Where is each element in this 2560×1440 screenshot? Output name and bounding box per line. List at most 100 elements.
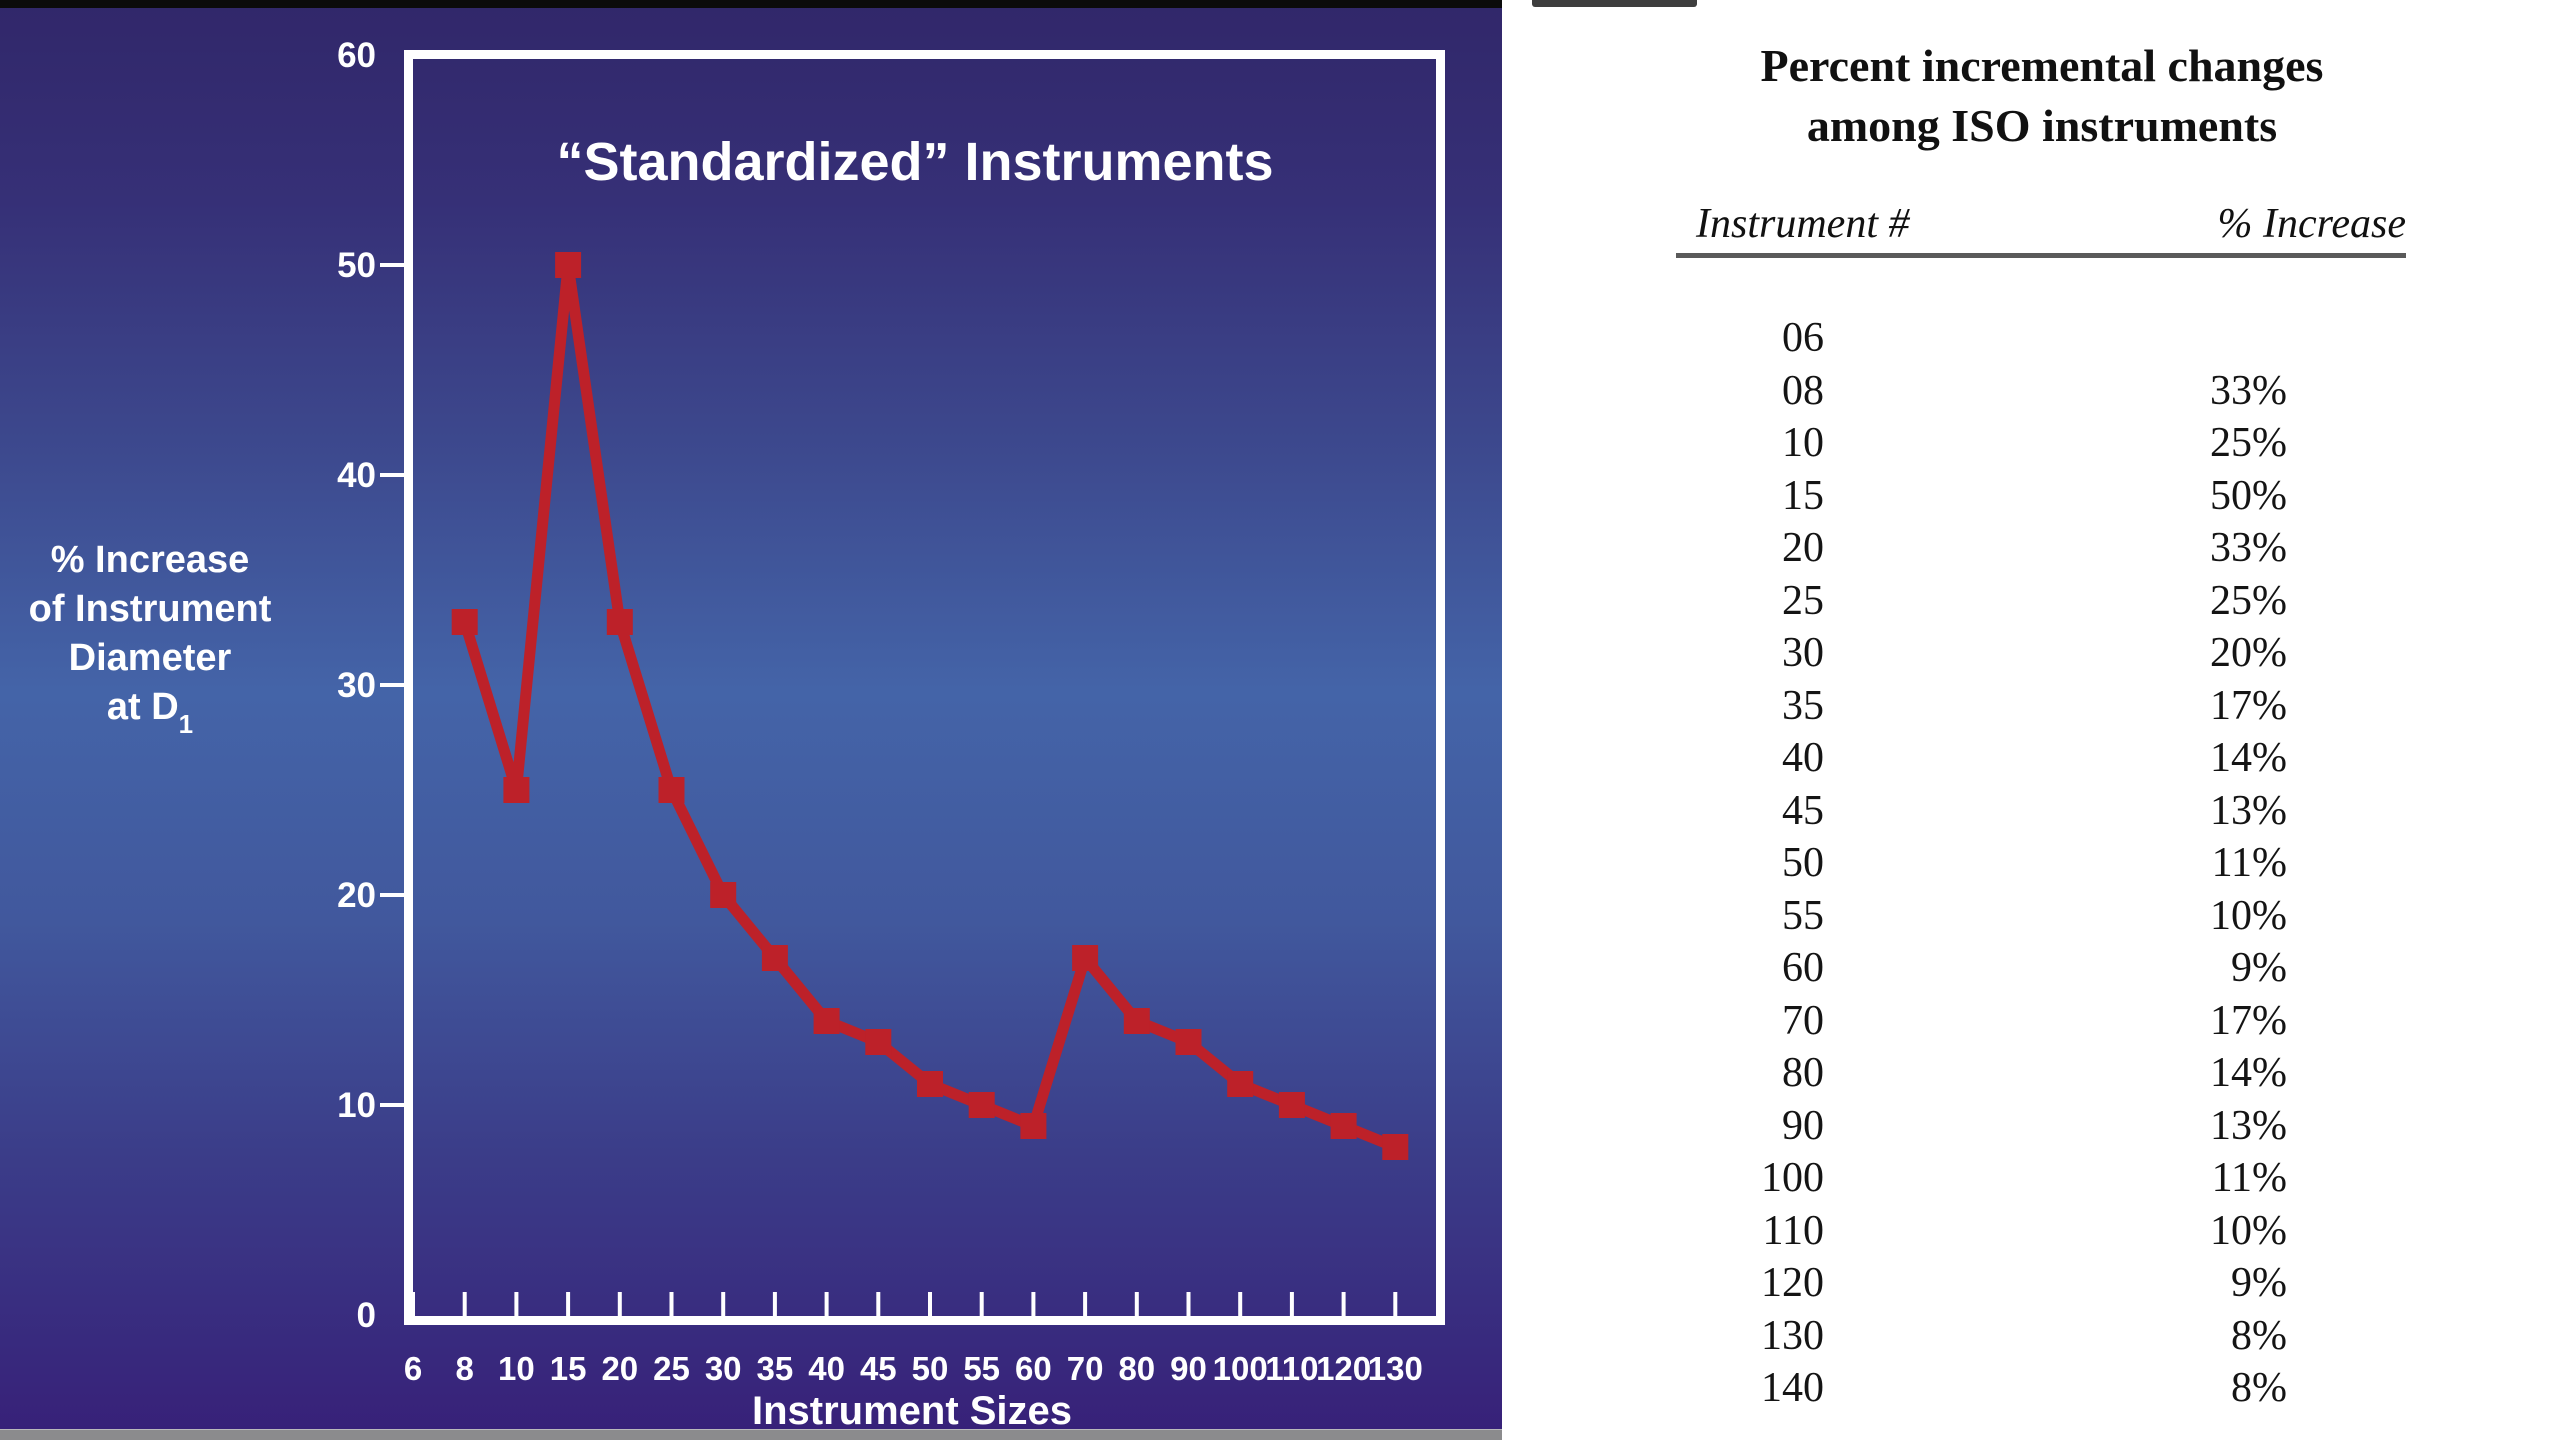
x-tick-label: 130: [1368, 1350, 1423, 1387]
table-row: 25 25%: [1676, 577, 2287, 630]
x-tick-label: 25: [653, 1350, 690, 1387]
table-row: 30 20%: [1676, 629, 2287, 682]
y-tick-label: 50: [337, 246, 376, 285]
y-tick-label: 60: [337, 36, 376, 75]
cell-instrument-number: 20: [1782, 525, 1824, 571]
y-axis-title-line: of Instrument: [29, 588, 272, 630]
data-point-marker: [555, 252, 582, 278]
y-axis-title-line: Diameter: [69, 637, 232, 679]
table-row: 35 17%: [1676, 682, 2287, 735]
cell-percent-increase: 14%: [2210, 735, 2287, 781]
table-row: 80 14%: [1676, 1049, 2287, 1102]
cell-percent-increase: 50%: [2210, 472, 2287, 519]
x-tick-label: 40: [808, 1350, 845, 1387]
y-tick-label: 20: [337, 876, 376, 915]
cell-instrument-number: 140: [1761, 1365, 1824, 1411]
cell-percent-increase: 25%: [2210, 420, 2287, 466]
table-row: 15 50%: [1676, 472, 2287, 525]
x-tick-label: 20: [601, 1350, 638, 1387]
data-point-marker: [1278, 1092, 1305, 1118]
table-panel: Percent incremental changes among ISO in…: [1502, 0, 2560, 1440]
cell-percent-increase: 33%: [2210, 525, 2287, 571]
x-tick-label: 70: [1067, 1350, 1104, 1387]
cell-percent-increase: 13%: [2210, 787, 2287, 834]
cell-instrument-number: 60: [1782, 945, 1824, 991]
column-header-increase: % Increase: [2217, 201, 2406, 247]
cell-percent-increase: 11%: [2211, 840, 2287, 886]
data-point-marker: [658, 777, 685, 803]
table-rows: 06 08 33% 10 25% 15 50% 20 33% 25 25% 30 20% 35 17% 40 1…: [1676, 314, 2287, 1417]
cell-instrument-number: 55: [1782, 892, 1824, 939]
x-tick-label: 30: [705, 1350, 742, 1387]
cell-instrument-number: 30: [1782, 630, 1824, 676]
y-axis-title-subscript: 1: [179, 709, 193, 739]
chart-panel: “Standardized” Instruments 0 10 20 30 40 50 60 6…: [0, 0, 1502, 1440]
cell-percent-increase: 10%: [2210, 892, 2287, 939]
x-tick-label: 6: [404, 1350, 422, 1387]
x-tick-label: 15: [550, 1350, 587, 1387]
column-header-instrument: Instrument #: [1696, 201, 1910, 247]
x-axis-title: Instrument Sizes: [752, 1389, 1072, 1433]
table-row: 50 11%: [1676, 839, 2287, 892]
chart-title: “Standardized” Instruments: [556, 132, 1273, 192]
data-point-marker: [968, 1092, 995, 1118]
y-tick-label: 30: [337, 666, 376, 705]
table-row: 40 14%: [1676, 734, 2287, 787]
x-tick-label: 100: [1213, 1350, 1268, 1387]
x-tick-label: 8: [456, 1350, 474, 1387]
cell-instrument-number: 90: [1782, 1102, 1824, 1149]
table-row: 55 10%: [1676, 892, 2287, 945]
cell-percent-increase: 14%: [2210, 1050, 2287, 1096]
cell-instrument-number: 35: [1782, 682, 1824, 729]
data-point-marker: [1072, 945, 1099, 971]
table-row: 70 17%: [1676, 997, 2287, 1050]
table-title-line1: Percent incremental changes: [1760, 40, 2324, 91]
cell-instrument-number: 08: [1782, 367, 1824, 414]
x-tick-label: 10: [498, 1350, 535, 1387]
plot-frame: [404, 50, 1445, 1325]
cell-instrument-number: 110: [1762, 1207, 1824, 1254]
data-point-marker: [813, 1008, 840, 1034]
cell-instrument-number: 10: [1782, 420, 1824, 466]
table-row: 100 11%: [1676, 1154, 2287, 1207]
table-row: 60 9%: [1676, 944, 2287, 997]
cell-percent-increase: 9%: [2231, 945, 2287, 991]
cell-percent-increase: 17%: [2210, 682, 2287, 729]
top-black-bar: [0, 0, 1502, 8]
x-tick-label: 120: [1316, 1350, 1371, 1387]
table-row: 10 25%: [1676, 419, 2287, 472]
y-axis-title-line: at D1: [107, 686, 193, 739]
cell-percent-increase: 10%: [2210, 1207, 2287, 1254]
cell-instrument-number: 06: [1782, 315, 1824, 361]
cell-percent-increase: 20%: [2210, 630, 2287, 676]
y-axis-title-line: % Increase: [51, 539, 250, 581]
cell-percent-increase: 17%: [2210, 997, 2287, 1044]
x-tick-label: 45: [860, 1350, 897, 1387]
x-tick-label: 35: [757, 1350, 794, 1387]
table-title-line2: among ISO instruments: [1806, 100, 2278, 151]
table-column-headers: Instrument # % Increase: [1676, 200, 2406, 254]
instrument-line-chart: “Standardized” Instruments 0 10 20 30 40 50 60 6…: [29, 36, 1445, 1433]
table-row: 08 33%: [1676, 367, 2287, 420]
cell-instrument-number: 40: [1782, 735, 1824, 781]
table-row: 20 33%: [1676, 524, 2287, 577]
cell-instrument-number: 80: [1782, 1050, 1824, 1096]
cell-percent-increase: 9%: [2231, 1260, 2287, 1306]
x-tick-label: 50: [912, 1350, 949, 1387]
cell-percent-increase: 8%: [2231, 1365, 2287, 1411]
cell-percent-increase: 25%: [2210, 577, 2287, 624]
cell-instrument-number: 15: [1782, 472, 1824, 519]
cell-percent-increase: 11%: [2211, 1155, 2287, 1201]
data-point-marker: [761, 945, 788, 971]
cell-instrument-number: 130: [1761, 1312, 1824, 1359]
table-title: Percent incremental changes among ISO in…: [1502, 36, 2560, 156]
cell-instrument-number: 70: [1782, 997, 1824, 1044]
x-tick-label: 90: [1170, 1350, 1207, 1387]
table-row: 120 9%: [1676, 1259, 2287, 1312]
table-row: 45 13%: [1676, 787, 2287, 840]
data-point-marker: [503, 777, 530, 803]
data-point-marker: [606, 609, 633, 635]
data-point-marker: [451, 609, 478, 635]
data-point-marker: [710, 882, 737, 908]
